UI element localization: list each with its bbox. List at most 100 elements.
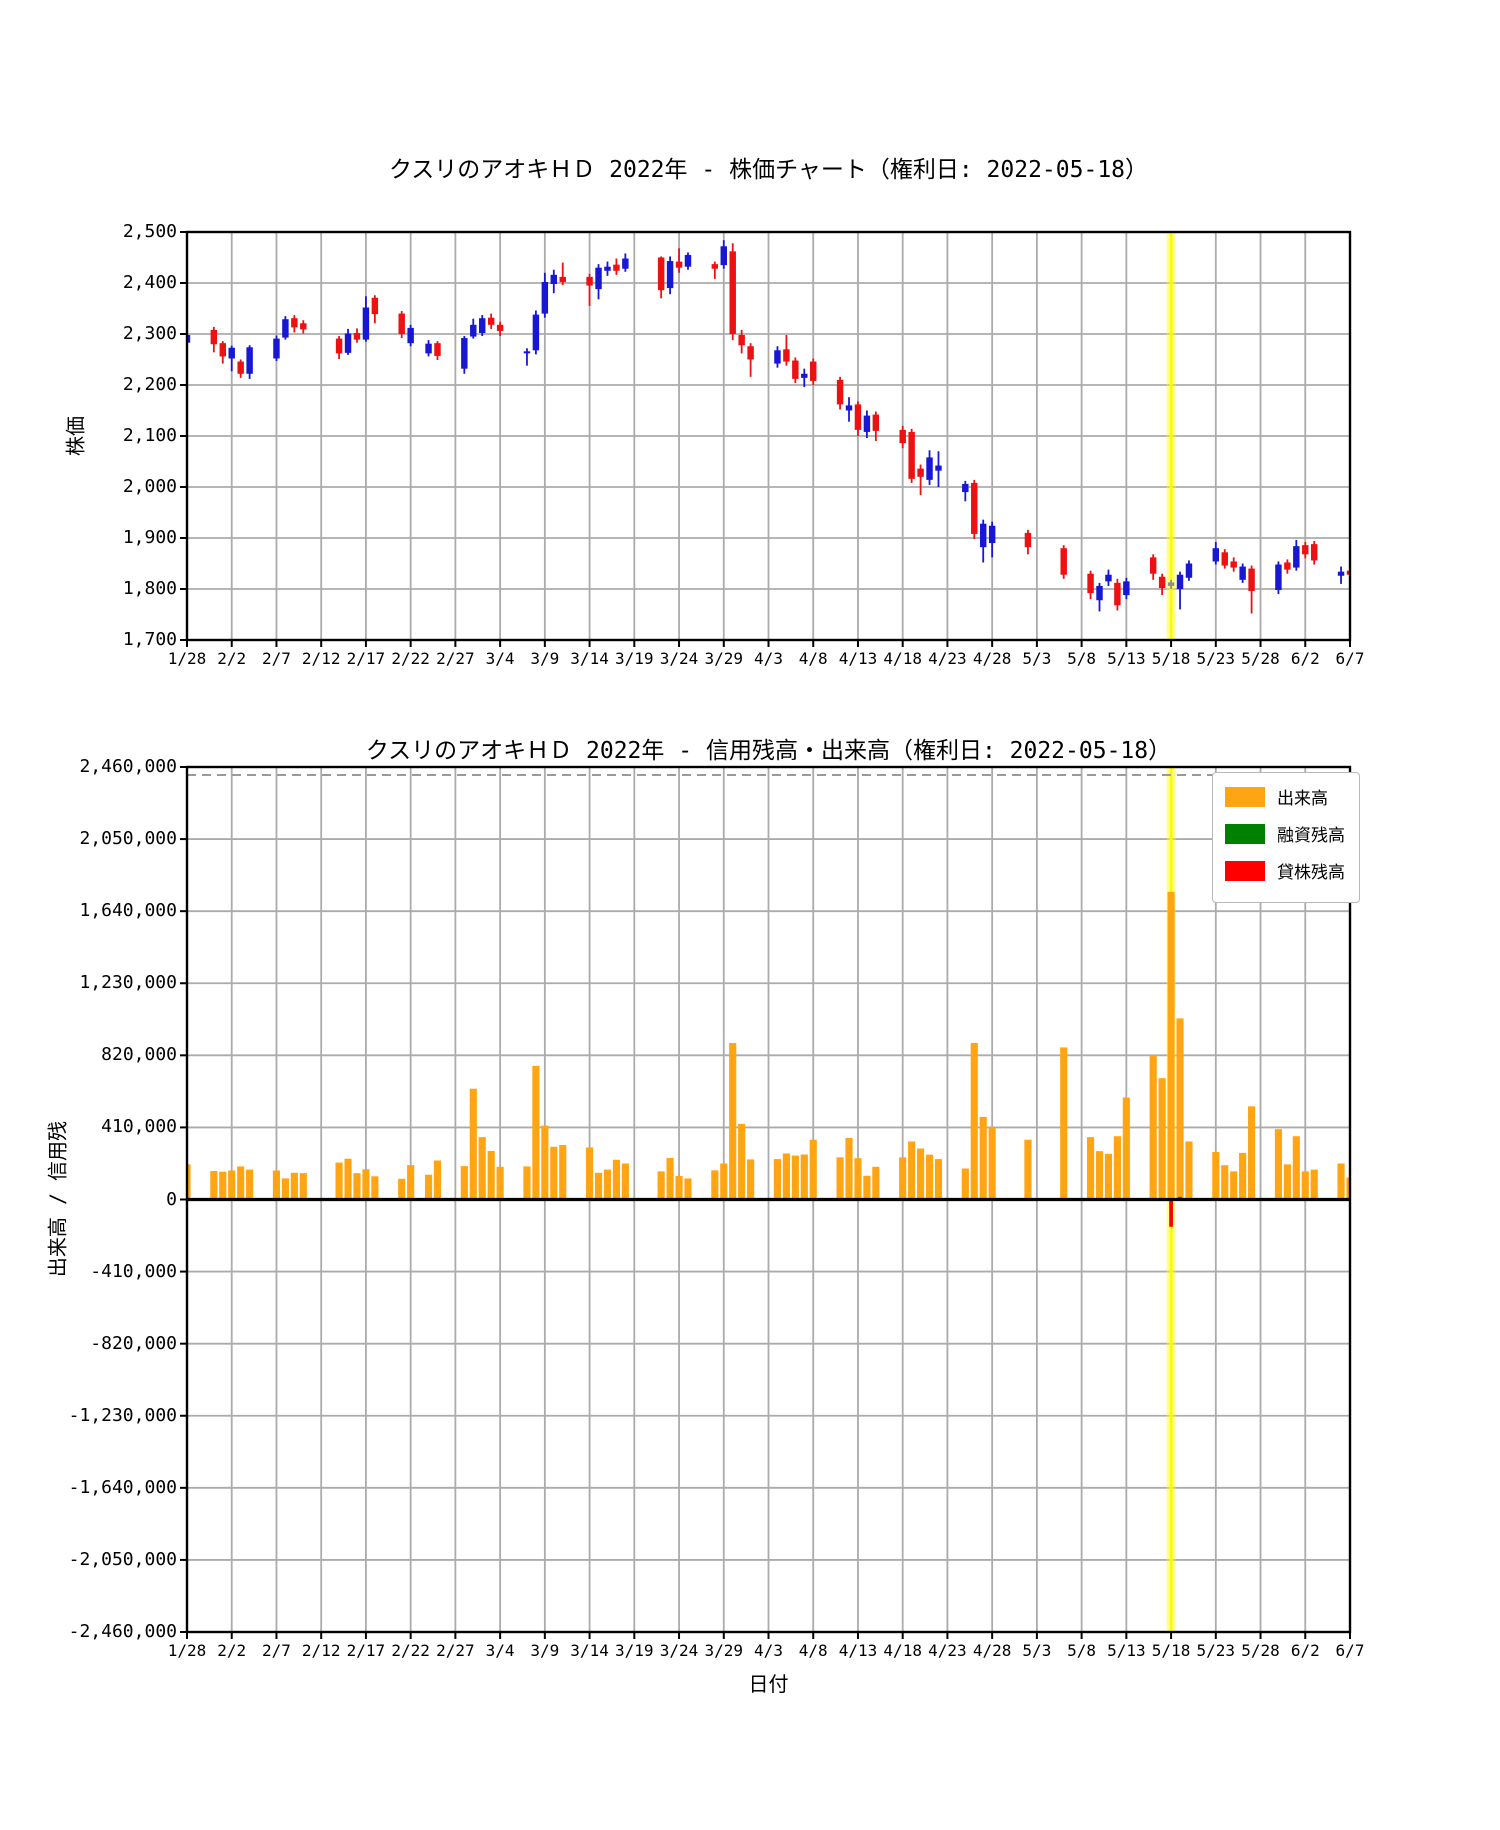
volume-bar [738, 1123, 746, 1200]
volume-ytick-label: 2,460,000 [79, 756, 177, 777]
volume-xtick-label: 6/7 [1335, 1641, 1365, 1660]
volume-xtick-label: 5/3 [1022, 1641, 1052, 1660]
volume-bar [362, 1169, 370, 1200]
volume-bar [782, 1153, 790, 1200]
volume-ytick-label: 410,000 [101, 1116, 177, 1138]
volume-bar [1086, 1137, 1095, 1200]
candle-body [362, 307, 370, 340]
price-xtick-label: 2/12 [301, 649, 341, 668]
candle-body [291, 318, 298, 328]
candle-body [461, 338, 468, 369]
legend-label-margin-long: 融資残高 [1277, 826, 1345, 846]
candle-body [550, 274, 558, 285]
candle-body [962, 483, 969, 493]
legend-item-margin-long: 融資残高 [1225, 821, 1345, 846]
candle-body [1024, 532, 1032, 548]
candle-body [344, 333, 352, 353]
volume-xtick-label: 3/4 [485, 1641, 515, 1660]
volume-bar [1346, 1177, 1350, 1200]
volume-bar [1122, 1097, 1130, 1200]
candle-body [863, 415, 871, 432]
volume-bar [925, 1154, 934, 1200]
price-xtick-label: 1/28 [167, 649, 207, 668]
volume-xtick-label: 1/28 [167, 1641, 207, 1660]
candle-body [496, 324, 504, 331]
volume-bar [272, 1170, 281, 1200]
volume-bar [523, 1166, 531, 1200]
volume-ytick-label: -1,640,000 [68, 1476, 177, 1498]
volume-ytick-label: 820,000 [101, 1044, 177, 1066]
volume-bar [1239, 1152, 1247, 1200]
volume-bar [854, 1158, 862, 1200]
volume-bar [988, 1127, 996, 1200]
volume-xtick-label: 4/23 [928, 1641, 967, 1660]
candle-body [908, 431, 915, 479]
volume-bar [532, 1065, 540, 1200]
volume-bar [934, 1159, 943, 1200]
volume-xtick-label: 2/27 [436, 1641, 475, 1660]
candle-body [666, 261, 674, 289]
volume-bar [219, 1171, 227, 1200]
price-xtick-label: 3/9 [530, 649, 560, 668]
volume-xtick-label: 2/2 [217, 1641, 247, 1660]
candle-body [1212, 548, 1220, 562]
price-xtick-label: 3/29 [704, 649, 744, 668]
candle-body [559, 276, 566, 282]
volume-bar [1104, 1153, 1113, 1200]
volume-ytick-label: 2,050,000 [79, 828, 177, 850]
candle-body [1275, 564, 1282, 591]
volume-bar [791, 1155, 799, 1200]
price-ytick-label: 1,700 [122, 629, 177, 650]
candle-body [425, 343, 432, 354]
volume-bar [335, 1162, 343, 1200]
volume-bar [1212, 1152, 1220, 1200]
volume-xtick-label: 5/8 [1067, 1641, 1097, 1660]
candle-body [836, 379, 844, 405]
volume-bar [496, 1166, 504, 1200]
volume-bar [603, 1169, 612, 1200]
price-xtick-label: 4/8 [798, 649, 828, 668]
price-xtick-label: 3/19 [615, 649, 654, 668]
price-ytick-label: 2,200 [122, 374, 177, 395]
volume-xtick-label: 5/28 [1241, 1641, 1280, 1660]
candle-body [586, 276, 593, 286]
volume-bar [1230, 1171, 1238, 1200]
candle-body [1293, 546, 1300, 568]
price-xtick-label: 4/28 [972, 649, 1012, 668]
price-chart-ylabel: 株価 [63, 416, 88, 456]
volume-bar [1292, 1136, 1300, 1200]
price-xtick-label: 2/27 [436, 649, 475, 668]
candle-body [1149, 557, 1157, 574]
candle-body [470, 324, 477, 337]
price-ytick-label: 2,000 [122, 476, 177, 497]
volume-bar [398, 1178, 406, 1200]
volume-bar [979, 1116, 987, 1200]
candle-body [1158, 576, 1166, 588]
volume-ytick-label: -2,050,000 [68, 1548, 177, 1570]
volume-bar [720, 1163, 728, 1200]
volume-bar [747, 1159, 755, 1200]
candle-body [434, 343, 441, 356]
price-xtick-label: 5/18 [1151, 649, 1191, 668]
volume-bar [961, 1168, 969, 1200]
candle-body [845, 405, 853, 411]
candle-body [335, 338, 343, 354]
candle-body [1230, 561, 1237, 568]
price-ytick-label: 2,100 [122, 425, 177, 446]
price-xtick-label: 2/22 [391, 649, 430, 668]
volume-bar [487, 1150, 495, 1200]
candle-body [541, 281, 549, 314]
volume-bar [344, 1158, 352, 1200]
volume-bar [290, 1172, 298, 1200]
candle-body [926, 457, 933, 480]
candle-body [353, 332, 361, 340]
price-xtick-label: 3/24 [659, 649, 699, 668]
candle-body [988, 525, 996, 544]
candle-body [720, 246, 727, 266]
candle-body [801, 373, 808, 378]
candle-body [1346, 570, 1350, 575]
price-ytick-label: 2,400 [122, 272, 177, 293]
volume-bar [594, 1172, 603, 1200]
volume-bar [407, 1165, 415, 1200]
candle-body [282, 319, 289, 338]
